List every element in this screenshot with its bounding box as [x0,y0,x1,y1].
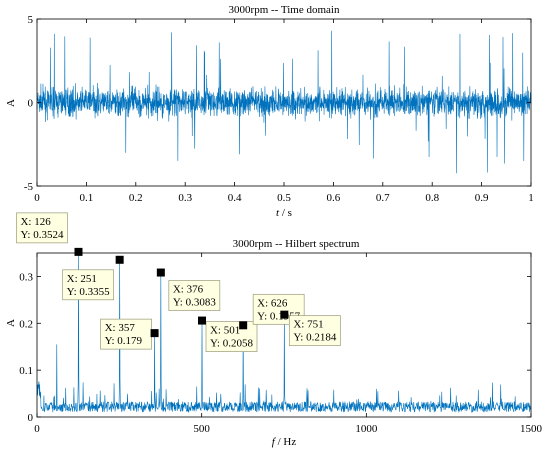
datatip-marker[interactable] [115,255,124,264]
x-tick-label: 0.4 [228,192,242,204]
datatip-x-label: X: 626 [257,297,288,309]
hilbert-spectrum-series [36,252,532,414]
x-tick-label: 0 [34,423,40,435]
y-tick-label: 0.3 [19,271,33,283]
time-domain-signal-line [36,30,532,174]
hilbert-spectrum-axes-box [36,252,532,418]
x-tick-label: 1 [528,192,534,204]
datatip-box [205,321,258,352]
datatip-y-label: Y: 0.3355 [67,286,110,298]
datatip-y-label: Y: 0.2184 [293,332,336,344]
datatip-marker[interactable] [74,247,83,256]
datatip-y-label: Y: 0.3524 [20,229,63,241]
hilbert-spectrum-xlabel: f / Hz [272,436,297,448]
datatip-x-label: X: 357 [105,322,136,334]
time-domain-title: 3000rpm -- Time domain [229,4,340,16]
time-domain-plot: 3000rpm -- Time domain 0 0.1 0.2 0.3 0.4 0.5 0… [5,4,534,219]
datatip-y-label: Y: 0.2058 [210,338,253,350]
y-tick-label: -5 [24,181,34,193]
y-tick-label: 0.2 [19,318,33,330]
datatip-x-label: X: 751 [293,319,323,331]
y-tick-label: 5 [28,14,34,26]
datatip-box [100,318,152,350]
x-tick-label: 1000 [355,423,378,435]
datatip-x-label: X: 126 [20,216,51,228]
x-tick-label: 0.6 [327,192,341,204]
hilbert-spectrum-xlabel-var: f [272,436,277,448]
x-tick-label: 0.2 [129,192,143,204]
x-tick-label: 0.8 [425,192,439,204]
hilbert-spectrum-xlabel-unit: / Hz [275,436,297,448]
x-tick-label: 500 [193,423,210,435]
time-domain-ylabel: A [5,99,17,107]
hilbert-spectrum-ticks: 0 500 1000 1500 0 0.1 0.2 0.3 [19,253,543,435]
x-tick-label: 0.7 [376,192,390,204]
x-tick-label: 0.1 [80,192,94,204]
datatip-marker[interactable] [239,321,248,330]
datatip-marker[interactable] [197,316,206,325]
time-domain-ticks: 0 0.1 0.2 0.3 0.4 0.5 0.6 0.7 0.8 0.9 1-505 [24,14,534,204]
datatip-y-label: Y: 0.3083 [173,297,216,309]
hilbert-spectrum-plot: 3000rpm -- Hilbert spectrum 0 500 1000 1500… [5,212,543,448]
x-tick-label: 0.3 [178,192,192,204]
time-domain-xlabel-var: t [276,207,280,219]
datatip-box [16,212,68,244]
datatip-marker[interactable] [280,310,289,319]
time-domain-series [36,30,532,174]
datatip-box [288,315,341,347]
time-domain-xlabel-unit: / s [279,207,292,219]
x-tick-label: 1500 [520,423,543,435]
datatip-box [168,280,221,311]
time-domain-xlabel: t / s [276,207,292,219]
y-tick-label: 0.1 [19,365,33,377]
datatip-marker[interactable] [156,268,165,277]
datatip-x-label: X: 251 [67,273,97,285]
y-tick-label: 0 [28,412,34,424]
x-tick-label: 0.9 [475,192,489,204]
datatip-marker[interactable] [150,329,159,338]
datatip-x-label: X: 376 [173,284,204,296]
x-tick-label: 0.5 [277,192,291,204]
y-tick-label: 0 [28,98,34,110]
hilbert-spectrum-title: 3000rpm -- Hilbert spectrum [233,238,360,250]
hilbert-spectrum-line [36,252,532,414]
x-tick-label: 0 [34,192,40,204]
datatip-y-label: Y: 0.179 [105,335,143,347]
hilbert-spectrum-ylabel: A [5,319,17,327]
datatip-x-label: X: 501 [210,325,240,337]
datatip-box [62,269,115,301]
